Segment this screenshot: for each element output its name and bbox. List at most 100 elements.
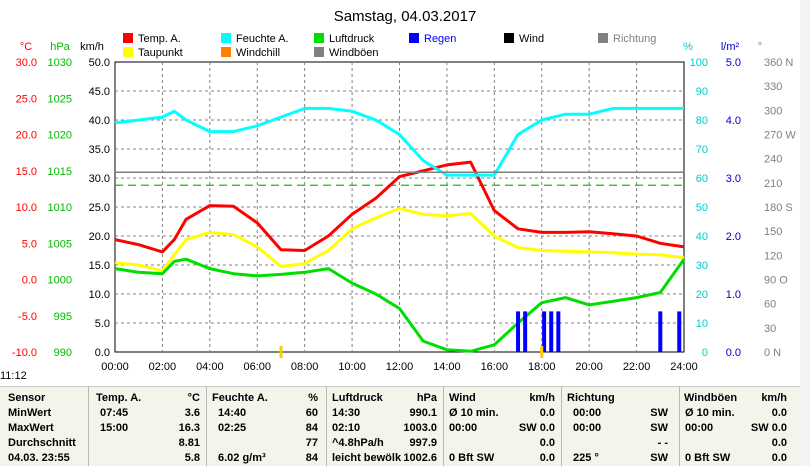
wind-tick-label: 5.0 — [95, 318, 110, 330]
humidity-tick-label: 30 — [696, 260, 708, 272]
header-wind: Wind — [449, 392, 476, 404]
pressure-tick-label: 1000 — [48, 275, 72, 287]
humidity-tick-label: 40 — [696, 231, 708, 243]
direction-tick-label: 360 N — [764, 57, 793, 69]
row-label: 04.03. 23:55 — [8, 452, 70, 464]
wind-tick-label: 30.0 — [89, 173, 110, 185]
header-sensor: Sensor — [8, 392, 46, 404]
temp-time: 15:00 — [100, 422, 129, 434]
pressure-tick-label: 1025 — [48, 93, 72, 105]
rain-bar — [542, 311, 547, 352]
direction-time: 00:00 — [573, 407, 602, 419]
x-tick-label: 14:00 — [433, 361, 461, 373]
legend-swatch — [221, 33, 231, 43]
temp-tick-label: 5.0 — [22, 238, 37, 250]
x-tick-label: 08:00 — [291, 361, 319, 373]
direction-tick-label: 90 O — [764, 275, 788, 287]
header-direction: Richtung — [567, 392, 615, 404]
weather-chart: Samstag, 04.03.2017 Temp. A. Feuchte A. Lu… — [12, 8, 796, 373]
direction-tick-label: 60 — [764, 299, 776, 311]
wind-value: 0.0 — [539, 437, 555, 449]
humidity-tick-label: 10 — [696, 318, 708, 330]
right-edge — [800, 0, 810, 465]
rain-tick-label: 3.0 — [726, 173, 741, 185]
temp-value: 5.8 — [184, 452, 200, 464]
wind-value: 0.0 — [539, 407, 555, 419]
statistics-table: Sensor Temp. A. °C Feuchte A. % Luftdruc… — [0, 386, 810, 466]
header-pressure: Luftdruck — [332, 392, 383, 404]
legend-swatch — [314, 47, 324, 57]
direction-tick-label: 0 N — [764, 347, 781, 359]
gusts-value: 0.0 — [771, 407, 787, 419]
current-time: 11:12 — [0, 370, 40, 384]
temp-tick-label: 0.0 — [22, 275, 37, 287]
legend-label: Feuchte A. — [236, 33, 289, 45]
temp-tick-label: 25.0 — [16, 93, 37, 105]
time-marker — [279, 346, 283, 358]
gusts-value: SW 0.0 — [750, 422, 787, 434]
legend-swatch — [123, 33, 133, 43]
humidity-value: 84 — [305, 452, 318, 464]
direction-tick-label: 240 — [764, 154, 782, 166]
wind-tick-label: 10.0 — [89, 289, 110, 301]
direction-value: - - — [657, 437, 668, 449]
axis-labels: °C 30.0 25.0 20.0 15.0 10.0 5.0 0.0 -5.0 -10.0 hPa… — [12, 41, 796, 359]
rain-bar — [523, 311, 528, 352]
gusts-time: 00:00 — [685, 422, 714, 434]
temp-tick-label: 15.0 — [16, 166, 37, 178]
pressure-time: 02:10 — [332, 422, 361, 434]
x-tick-label: 06:00 — [243, 361, 271, 373]
gusts-time: Ø 10 min. — [685, 407, 735, 419]
rain-axis-unit: l/m² — [721, 41, 740, 53]
direction-tick-label: 30 — [764, 323, 776, 335]
series-line-2 — [114, 106, 684, 177]
humidity-value: 60 — [305, 407, 318, 419]
pressure-tick-label: 990 — [54, 347, 72, 359]
header-wind-unit: km/h — [529, 392, 555, 404]
chart-title: Samstag, 04.03.2017 — [334, 8, 477, 25]
direction-tick-label: 210 — [764, 178, 782, 190]
rain-bar — [516, 311, 521, 352]
wind-tick-label: 45.0 — [89, 86, 110, 98]
gusts-value: 0.0 — [771, 437, 787, 449]
pressure-time: ^4.8hPa/h — [332, 437, 384, 449]
humidity-tick-label: 60 — [696, 173, 708, 185]
direction-tick-label: 300 — [764, 105, 782, 117]
series-line-0 — [114, 160, 685, 254]
x-tick-label: 02:00 — [149, 361, 177, 373]
wind-tick-label: 20.0 — [89, 231, 110, 243]
humidity-time: 02:25 — [218, 422, 247, 434]
pressure-value: 990.1 — [409, 407, 437, 419]
row-label: Durchschnitt — [8, 437, 76, 449]
table-row: Durchschnitt 8.81 77 ^4.8hPa/h 997.9 0.0 - - 0.… — [0, 437, 810, 452]
header-pressure-unit: hPa — [416, 392, 437, 404]
temp-value: 3.6 — [184, 407, 200, 419]
temp-tick-label: 30.0 — [16, 57, 37, 69]
pressure-value: 1003.0 — [403, 422, 437, 434]
humidity-tick-label: 90 — [696, 86, 708, 98]
rain-bar — [658, 311, 663, 352]
pressure-value: 1002.6 — [403, 452, 437, 464]
x-tick-label: 20:00 — [575, 361, 603, 373]
direction-tick-label: 330 — [764, 81, 782, 93]
temp-tick-label: -10.0 — [12, 347, 37, 359]
wind-value: SW 0.0 — [518, 422, 555, 434]
header-humidity-unit: % — [308, 392, 318, 404]
direction-tick-label: 120 — [764, 250, 782, 262]
legend-label: Wind — [519, 33, 544, 45]
header-gusts-unit: km/h — [761, 392, 787, 404]
rain-tick-label: 2.0 — [726, 231, 741, 243]
wind-time: 0 Bft SW — [449, 452, 495, 464]
temp-tick-label: 20.0 — [16, 130, 37, 142]
series-line-1 — [114, 206, 685, 273]
time-marker — [540, 346, 544, 358]
legend-swatch — [504, 33, 514, 43]
direction-value: SW — [650, 452, 668, 464]
temp-value: 16.3 — [178, 422, 200, 434]
pressure-tick-label: 1015 — [48, 166, 72, 178]
humidity-value: 84 — [305, 422, 318, 434]
wind-time: Ø 10 min. — [449, 407, 499, 419]
table-header: Sensor Temp. A. °C Feuchte A. % Luftdruc… — [0, 392, 810, 407]
rain-bar — [549, 311, 554, 352]
pressure-axis-unit: hPa — [50, 41, 70, 53]
